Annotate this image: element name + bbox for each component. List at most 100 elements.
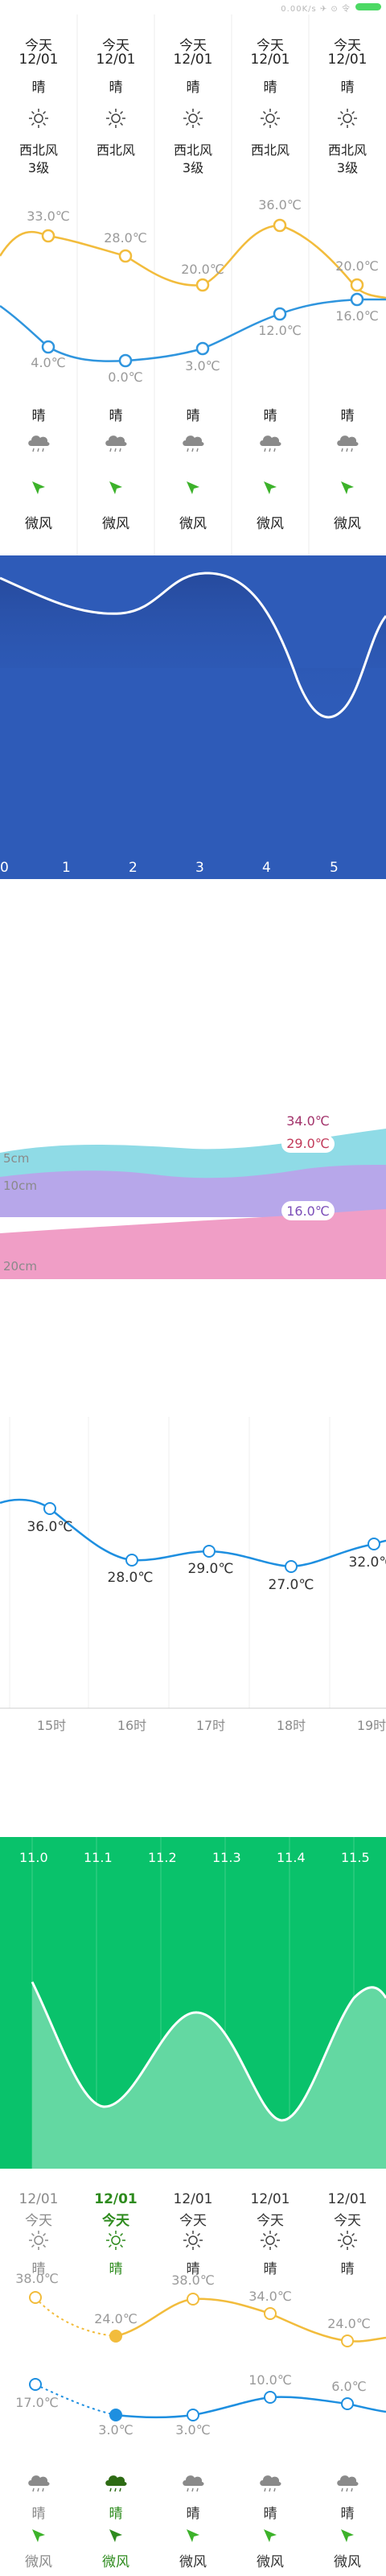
- wind-label: 微风: [257, 2554, 284, 2570]
- sun-icon: [29, 109, 48, 128]
- day-label: 今天: [25, 2213, 52, 2229]
- hourly-temp-2: 28.0℃: [108, 1570, 154, 1586]
- night-condition-label: 晴: [340, 2506, 355, 2522]
- low-point-3: [195, 341, 210, 356]
- night-wind-label: 微风: [334, 516, 361, 532]
- sun-icon: [261, 109, 280, 128]
- low-point-5: [350, 292, 364, 307]
- rain-cloud-icon: [28, 2475, 50, 2492]
- level-labels: 5cm 10cm 20cm: [3, 1151, 37, 1274]
- layered-chart-section: 5cm 10cm 20cm 34.0℃ 29.0℃ 16.0℃: [0, 879, 386, 1346]
- high-label-2: 28.0℃: [104, 230, 147, 246]
- night-condition-label: 晴: [340, 408, 355, 424]
- forecast-bottom-column-5[interactable]: 12/01 今天 晴 晴 微风: [309, 2169, 386, 2576]
- wave-chart-section: 0 1 2 3 4 5: [0, 555, 386, 879]
- forecast-top-section: 33.0℃ 28.0℃ 20.0℃ 36.0℃ 20.0℃ 4.0℃ 0.0℃ …: [0, 14, 386, 555]
- condition-label: 晴: [31, 80, 46, 96]
- condition-label: 晴: [263, 80, 277, 96]
- green-label-5: 11.5: [341, 1850, 370, 1865]
- low-temp-points: [41, 292, 364, 368]
- condition-label: 晴: [186, 80, 200, 96]
- night-wind-label: 微风: [102, 516, 129, 532]
- high-point-4: [273, 218, 287, 233]
- bottom-temp-labels: 38.0℃ 24.0℃ 38.0℃ 34.0℃ 24.0℃ 17.0℃ 3.0℃…: [15, 2271, 371, 2438]
- date-label: 12/01: [327, 52, 368, 68]
- forecast-bottom-column-3[interactable]: 12/01 今天 晴 晴 微风: [154, 2169, 232, 2576]
- low-label-5: 16.0℃: [335, 308, 379, 324]
- wind-direction-arrow-icon: [109, 481, 122, 494]
- forecast-day-column-3[interactable]: 今天 12/01 晴 西北风 3级 晴 微风: [154, 14, 232, 555]
- low-line-dotted: [35, 2384, 117, 2416]
- night-wind-label: 微风: [179, 516, 207, 532]
- wind-level: 3级: [182, 160, 204, 175]
- forecast-day-column-2[interactable]: 今天 12/01 晴 西北风 晴 微风: [77, 14, 154, 555]
- wind-direction: 西北风: [96, 142, 135, 158]
- rain-cloud-icon: [105, 2475, 127, 2492]
- high-line-dotted: [35, 2297, 117, 2337]
- sun-icon: [183, 2231, 203, 2250]
- hour-label-15: 15时: [37, 1718, 66, 1733]
- low-point-1: [41, 340, 55, 354]
- bottom-low-label-1: 17.0℃: [15, 2395, 59, 2410]
- wind-direction: 西北风: [327, 142, 367, 158]
- status-indicators: 0.00K/s ✈ ⊙ 令: [281, 5, 351, 14]
- forecast-day-column-4[interactable]: 今天 12/01 晴 西北风 晴 微风: [232, 14, 309, 555]
- forecast-day-column-1[interactable]: 今天 12/01 晴 西北风 3级 晴 微风: [0, 14, 77, 555]
- wind-direction-arrow-icon: [187, 2529, 199, 2542]
- forecast-bottom-column-1[interactable]: 12/01 今天 晴 晴 微风: [0, 2169, 77, 2576]
- level-label-5cm: 5cm: [3, 1151, 29, 1166]
- bottom-high-label-4: 34.0℃: [248, 2289, 292, 2304]
- hourly-point-3: [203, 1545, 216, 1558]
- wind-label: 微风: [334, 2554, 361, 2570]
- condition-label: 晴: [263, 2261, 277, 2277]
- wind-label: 微风: [102, 2554, 129, 2570]
- day-label: 今天: [334, 38, 361, 54]
- day-label: 今天: [257, 2213, 284, 2229]
- x-tick-0: 0: [0, 860, 9, 876]
- rain-cloud-icon: [260, 436, 281, 452]
- wind-direction-arrow-icon: [187, 481, 199, 494]
- sun-icon: [106, 2231, 125, 2250]
- high-point-5: [350, 278, 364, 292]
- x-tick-1: 1: [62, 860, 71, 876]
- low-label-2: 0.0℃: [108, 369, 142, 385]
- condition-label: 晴: [340, 2261, 355, 2277]
- level-label-10cm: 10cm: [3, 1179, 37, 1193]
- forecast-bottom-column-4[interactable]: 12/01 今天 晴 晴 微风: [232, 2169, 309, 2576]
- rain-cloud-icon: [105, 436, 127, 452]
- hourly-temp-4: 27.0℃: [269, 1577, 314, 1593]
- forecast-bottom-column-2-selected[interactable]: 12/01 今天 晴 晴 微风: [77, 2169, 154, 2576]
- callout-16: 16.0℃: [286, 1203, 330, 1219]
- wind-direction-arrow-icon: [264, 2529, 277, 2542]
- bottom-high-point-3: [187, 2293, 199, 2306]
- battery-icon: [355, 3, 381, 10]
- condition-label: 晴: [109, 80, 123, 96]
- green-chart: [31, 1837, 386, 2169]
- high-point-3: [195, 278, 210, 292]
- callout-34: 34.0℃: [286, 1113, 330, 1129]
- rain-cloud-icon: [28, 436, 50, 452]
- hourly-point-2: [125, 1554, 138, 1567]
- day-label: 今天: [102, 2213, 129, 2229]
- green-label-0: 11.0: [19, 1850, 48, 1865]
- bottom-high-point-2: [109, 2330, 122, 2343]
- green-line: [31, 1981, 386, 2122]
- green-chart-section: 11.0 11.1 11.2 11.3 11.4 11.5: [0, 1837, 386, 2169]
- condition-label: 晴: [340, 80, 355, 96]
- date-label: 12/01: [94, 2191, 138, 2207]
- night-condition-label: 晴: [186, 2506, 200, 2522]
- bottom-low-point-3: [187, 2409, 199, 2421]
- layered-chart: 5cm 10cm 20cm 34.0℃ 29.0℃ 16.0℃: [0, 1113, 386, 1279]
- low-point-4: [273, 307, 287, 321]
- green-label-4: 11.4: [277, 1850, 306, 1865]
- low-label-1: 4.0℃: [31, 355, 65, 370]
- wind-level: 3级: [27, 160, 50, 175]
- forecast-day-column-5[interactable]: 今天 12/01 晴 西北风 3级 晴 微风: [309, 14, 386, 555]
- bottom-low-label-2: 3.0℃: [98, 2422, 133, 2438]
- layer-20cm: [0, 1209, 386, 1279]
- date-label: 12/01: [96, 52, 136, 68]
- high-label-4: 36.0℃: [258, 197, 302, 213]
- day-label: 今天: [25, 38, 52, 54]
- high-point-2: [118, 249, 133, 263]
- condition-label: 晴: [109, 2261, 123, 2277]
